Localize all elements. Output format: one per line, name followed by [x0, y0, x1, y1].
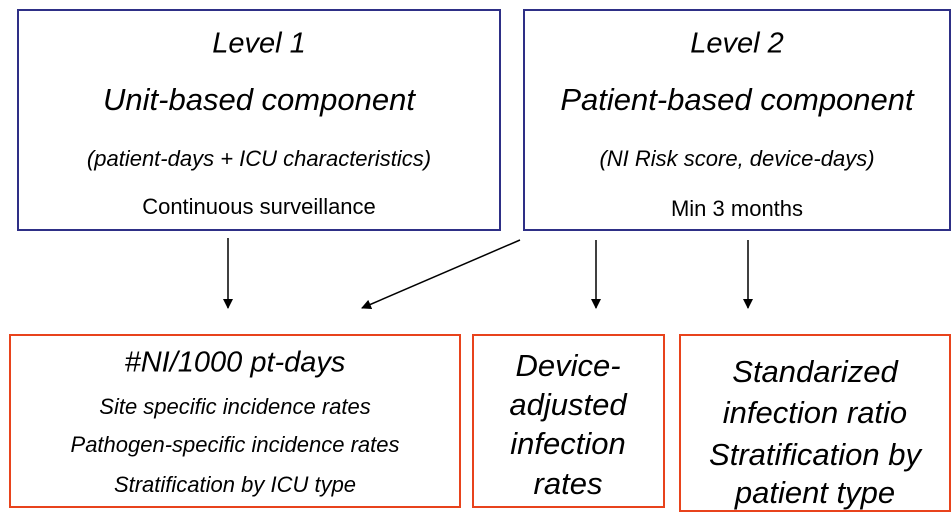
level-component: Unit-based component [103, 82, 416, 117]
level-component: Patient-based component [560, 82, 915, 117]
output-box [679, 334, 951, 512]
output-line: Standarized [732, 354, 899, 389]
arrow [361, 239, 521, 310]
output-line: #NI/1000 pt-days [125, 347, 346, 379]
level-duration: Min 3 months [671, 196, 803, 221]
output-line: Stratification by ICU type [114, 472, 356, 497]
output-line: Pathogen-specific incidence rates [71, 432, 400, 457]
output-line: Stratification by [709, 437, 923, 472]
level-detail: (patient-days + ICU characteristics) [87, 146, 431, 171]
level-detail: (NI Risk score, device-days) [599, 146, 874, 171]
output-box [9, 334, 461, 508]
output-line: rates [534, 466, 603, 501]
level-title: Level 2 [690, 28, 784, 60]
level-box [17, 9, 501, 231]
output-line: adjusted [509, 387, 628, 422]
output-line: patient type [734, 475, 895, 510]
level-box [523, 9, 951, 231]
output-line: infection [510, 426, 625, 461]
level-title: Level 1 [212, 28, 306, 60]
output-line: Site specific incidence rates [99, 394, 370, 419]
output-line: Device- [515, 348, 620, 383]
level-duration: Continuous surveillance [142, 194, 376, 219]
output-box [472, 334, 665, 508]
output-line: infection ratio [723, 395, 907, 430]
